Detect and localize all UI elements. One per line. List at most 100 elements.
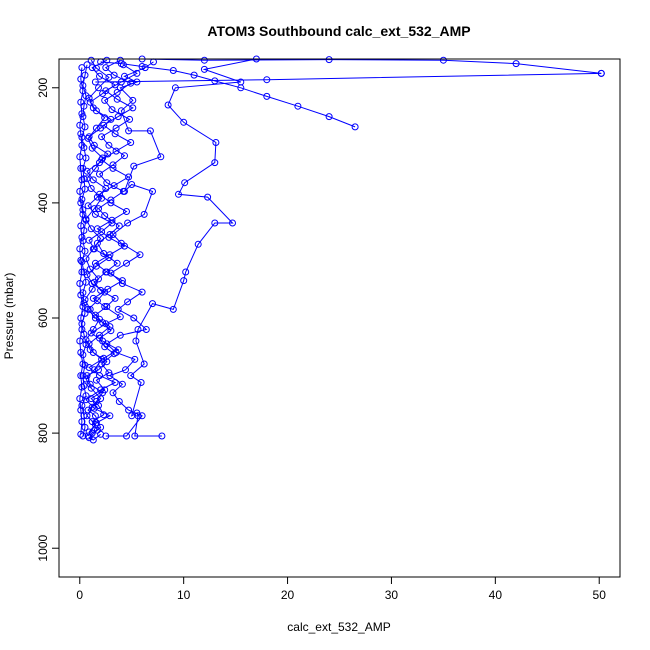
data-point xyxy=(182,268,190,276)
chart-title: ATOM3 Southbound calc_ext_532_AMP xyxy=(207,23,470,39)
data-point xyxy=(117,107,125,115)
data-point xyxy=(87,225,95,233)
data-point xyxy=(88,64,96,72)
data-point xyxy=(95,205,102,213)
data-point xyxy=(96,72,103,80)
data-point xyxy=(88,285,96,293)
data-point xyxy=(79,289,87,297)
data-point xyxy=(79,303,87,310)
data-point xyxy=(90,205,98,213)
data-point xyxy=(181,179,189,187)
data-point xyxy=(125,406,133,414)
data-point xyxy=(124,298,132,306)
data-point xyxy=(77,430,85,438)
data-point xyxy=(142,326,150,333)
data-point xyxy=(88,403,96,411)
data-point xyxy=(180,118,188,126)
data-point xyxy=(77,406,85,414)
data-point xyxy=(294,102,302,110)
data-point xyxy=(351,123,359,131)
data-point xyxy=(91,421,99,428)
data-point xyxy=(121,242,128,250)
data-point xyxy=(87,56,95,64)
data-point xyxy=(325,56,333,64)
data-point xyxy=(109,164,117,172)
data-point xyxy=(212,139,220,146)
data-point xyxy=(82,375,90,383)
data-point xyxy=(101,212,109,220)
data-point xyxy=(82,392,90,400)
data-point xyxy=(93,297,101,305)
data-point xyxy=(76,245,84,253)
data-point xyxy=(117,60,125,68)
data-point xyxy=(78,383,86,391)
series-line-4 xyxy=(129,58,257,437)
data-point xyxy=(76,280,84,287)
data-point xyxy=(140,210,148,218)
data-point xyxy=(78,195,86,203)
data-point xyxy=(77,98,85,106)
data-point xyxy=(89,294,97,302)
series-line-8 xyxy=(142,58,602,74)
x-tick-label: 0 xyxy=(76,588,83,602)
data-point xyxy=(138,288,146,296)
data-point xyxy=(101,114,109,122)
data-point xyxy=(91,412,99,420)
x-tick-label: 30 xyxy=(385,588,399,602)
data-point xyxy=(78,64,86,72)
plot-frame xyxy=(58,58,621,578)
data-point xyxy=(123,259,130,267)
data-point xyxy=(82,336,90,344)
data-point xyxy=(263,76,271,84)
data-point xyxy=(80,268,88,276)
data-point xyxy=(237,84,245,92)
data-point xyxy=(79,237,87,245)
data-point xyxy=(83,412,91,420)
data-point xyxy=(95,84,102,92)
data-point xyxy=(149,300,156,308)
data-point xyxy=(180,277,188,285)
data-point xyxy=(131,355,139,363)
data-point xyxy=(102,320,110,328)
x-axis-label: calc_ext_532_AMP xyxy=(287,620,390,634)
data-point xyxy=(121,152,128,160)
data-point xyxy=(169,67,177,74)
data-point xyxy=(77,75,85,83)
data-point xyxy=(194,240,202,248)
data-point xyxy=(116,331,124,339)
data-point xyxy=(78,402,86,409)
data-point xyxy=(78,233,86,241)
data-point xyxy=(118,380,126,388)
data-point xyxy=(512,60,520,68)
data-point xyxy=(79,164,87,172)
data-point xyxy=(79,87,87,95)
data-point xyxy=(98,194,106,202)
data-point xyxy=(138,412,146,420)
data-point xyxy=(108,216,116,224)
data-point xyxy=(122,366,129,374)
data-point xyxy=(85,428,93,436)
data-point xyxy=(114,346,122,354)
data-point xyxy=(89,176,97,184)
data-point xyxy=(101,303,109,310)
data-point xyxy=(78,418,86,426)
data-point xyxy=(97,395,105,403)
data-point xyxy=(78,141,86,149)
data-point xyxy=(80,144,88,152)
data-point xyxy=(113,95,121,103)
data-point xyxy=(128,412,136,420)
data-point xyxy=(86,265,94,273)
data-point xyxy=(146,127,154,135)
data-point xyxy=(106,372,114,380)
data-point xyxy=(77,222,85,230)
data-point xyxy=(211,219,219,227)
data-point xyxy=(99,337,107,345)
data-point xyxy=(79,351,87,359)
data-point xyxy=(90,366,98,374)
data-point xyxy=(121,72,128,80)
data-point xyxy=(97,386,105,394)
data-point xyxy=(89,104,97,112)
data-point xyxy=(106,412,114,420)
data-point xyxy=(93,239,101,247)
data-point xyxy=(113,259,121,267)
